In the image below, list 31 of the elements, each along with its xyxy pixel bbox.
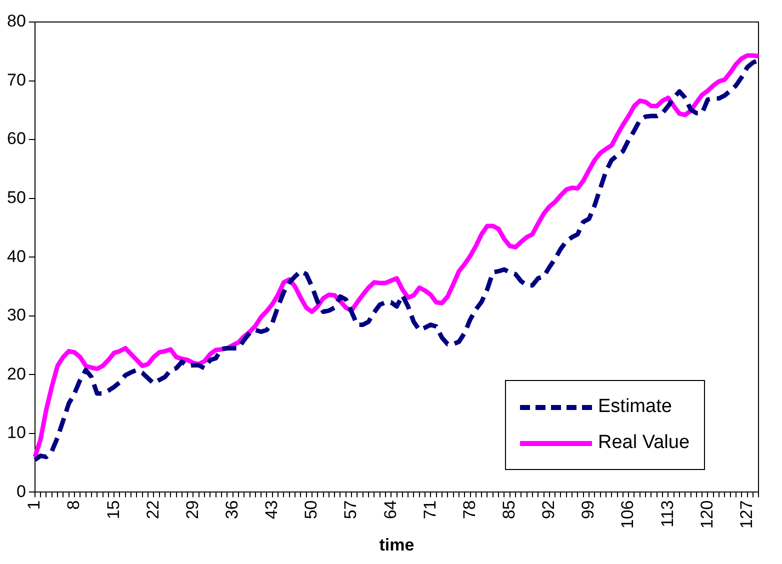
x-tick-label: 106 (618, 500, 638, 529)
x-tick-label: 99 (578, 500, 598, 520)
x-tick-label: 120 (697, 500, 716, 529)
x-tick-label: 50 (302, 500, 321, 520)
y-tick-label: 30 (6, 306, 26, 325)
x-tick-label: 64 (380, 500, 400, 520)
y-tick-label: 60 (6, 129, 26, 148)
x-tick-label: 22 (143, 500, 162, 520)
y-tick-label: 20 (6, 364, 26, 384)
x-tick-label: 57 (341, 500, 360, 520)
x-tick-label: 113 (658, 500, 677, 528)
x-tick-label: 15 (104, 500, 123, 520)
x-tick-label: 92 (539, 500, 558, 520)
x-tick-label: 8 (64, 500, 84, 510)
x-tick-label: 36 (222, 500, 242, 520)
legend-label: Real Value (598, 432, 690, 454)
y-tick-label: 50 (6, 188, 26, 208)
y-tick-label: 70 (6, 70, 26, 90)
x-tick-label: 85 (500, 500, 519, 520)
x-tick-label: 78 (460, 500, 479, 520)
x-tick-label: 43 (262, 500, 282, 520)
y-tick-label: 0 (16, 482, 26, 501)
x-tick-label: 1 (24, 500, 44, 510)
y-tick-label: 80 (6, 12, 26, 31)
x-axis-title: time (379, 535, 414, 554)
x-tick-label: 71 (420, 500, 440, 520)
x-tick-label: 29 (182, 500, 202, 520)
x-tick-label: 127 (736, 500, 756, 529)
y-tick-label: 10 (6, 423, 26, 442)
y-tick-label: 40 (6, 246, 26, 266)
legend-label: Estimate (598, 396, 672, 418)
